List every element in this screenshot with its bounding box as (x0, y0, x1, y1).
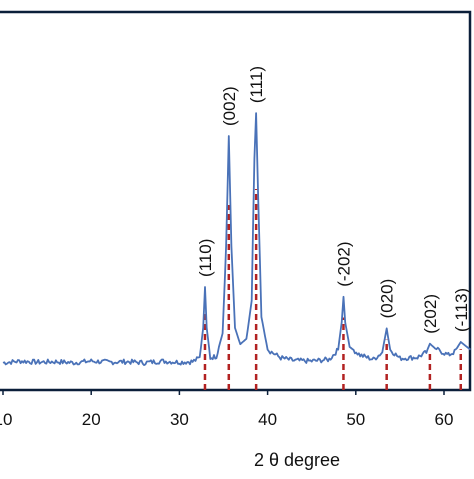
xrd-pattern-line (2, 112, 472, 366)
x-axis-title: 2 θ degree (254, 450, 340, 470)
peak-labels: (110) (002) (111) (-202) (020) (202) (-113) (196, 66, 471, 334)
peak-label: (002) (220, 86, 239, 126)
peak-label: (-113) (452, 288, 471, 332)
x-axis-ticks: 10 20 30 40 50 60 (0, 390, 453, 429)
peak-label: (020) (378, 279, 397, 319)
x-tick-label: 60 (435, 410, 454, 429)
peak-label: (110) (196, 239, 215, 277)
peak-label: (202) (421, 294, 440, 334)
x-tick-label: 40 (258, 410, 277, 429)
peak-label: (-202) (335, 241, 354, 286)
x-tick-label: 30 (170, 410, 189, 429)
x-tick-label: 50 (346, 410, 365, 429)
reference-peak-lines (203, 188, 463, 390)
plot-frame (0, 10, 472, 392)
peak-label: (111) (247, 66, 266, 103)
x-tick-label: 10 (0, 410, 12, 429)
x-tick-label: 20 (82, 410, 101, 429)
